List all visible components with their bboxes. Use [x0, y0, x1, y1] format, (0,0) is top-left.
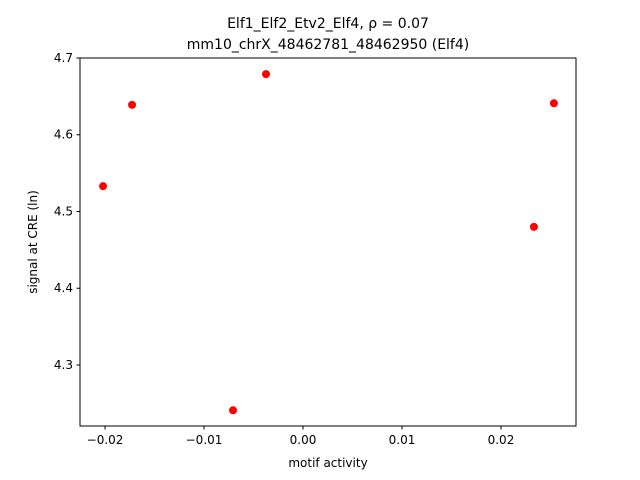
point [549, 99, 558, 108]
x-tick-label: 0.02 [488, 433, 515, 447]
x-tick-label: −0.02 [87, 433, 124, 447]
point [529, 222, 538, 231]
x-axis-label: motif activity [288, 456, 367, 470]
y-tick-label: 4.3 [54, 358, 73, 372]
x-tick-label: −0.01 [186, 433, 223, 447]
point [261, 70, 270, 79]
y-axis-label: signal at CRE (ln) [26, 190, 40, 294]
point [99, 182, 108, 191]
y-tick-label: 4.7 [54, 51, 73, 65]
chart-subtitle: mm10_chrX_48462781_48462950 (Elf4) [187, 37, 469, 53]
x-tick-label: 0.00 [290, 433, 317, 447]
point [128, 100, 137, 109]
plot-frame [79, 57, 577, 427]
chart-title: Elf1_Elf2_Etv2_Elf4, ρ = 0.07 [227, 16, 429, 32]
y-tick-label: 4.6 [54, 128, 73, 142]
y-tick-label: 4.4 [54, 281, 73, 295]
y-tick-label: 4.5 [54, 204, 73, 218]
x-tick-label: 0.01 [389, 433, 416, 447]
point [229, 406, 238, 415]
